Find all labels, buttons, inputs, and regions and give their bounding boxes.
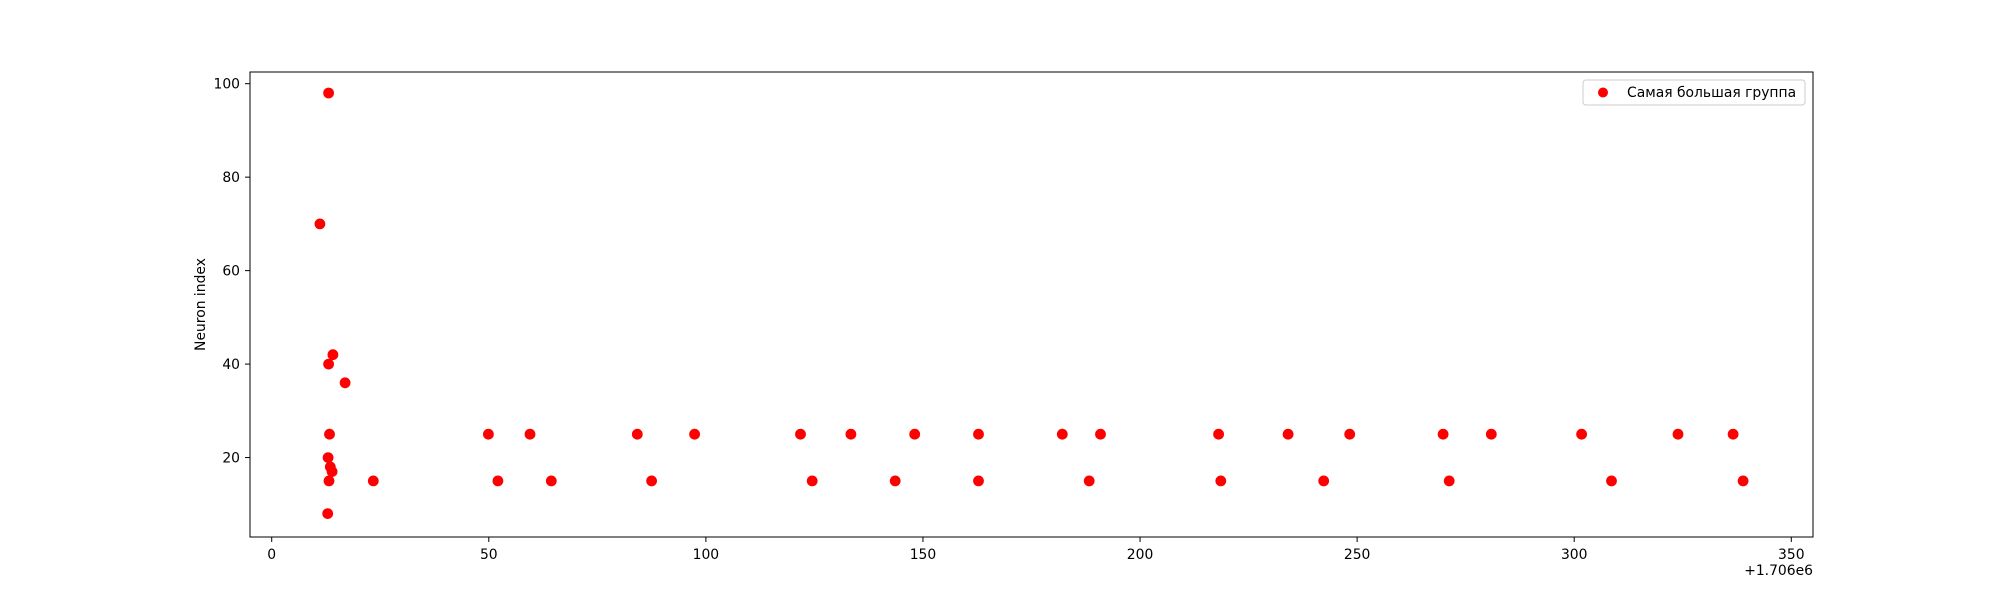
data-point — [1737, 475, 1749, 487]
data-point — [545, 475, 557, 487]
data-point — [1443, 475, 1455, 487]
x-axis-offset-label: +1.706e6 — [1744, 563, 1813, 579]
x-tick-label: 250 — [1344, 547, 1371, 563]
axes-frame — [249, 71, 1814, 538]
legend-box — [1582, 79, 1806, 106]
data-point — [689, 428, 700, 440]
plot-area: 0 50 100 150 200 250 300 350 20 40 60 80 100 +1.706… — [193, 71, 1814, 579]
data-point — [492, 475, 504, 487]
data-point — [339, 377, 351, 389]
data-point — [1576, 428, 1587, 440]
data-point — [1095, 428, 1106, 440]
data-point — [973, 475, 984, 487]
x-tick-label: 200 — [1127, 547, 1154, 563]
legend-entry-label: Самая большая группа — [1627, 85, 1796, 101]
data-point — [1056, 428, 1068, 440]
x-tick-label: 350 — [1778, 547, 1805, 563]
data-point — [1215, 475, 1227, 487]
data-points — [314, 87, 1749, 519]
data-point — [1606, 475, 1617, 487]
data-point — [1083, 475, 1095, 487]
data-point — [324, 428, 335, 440]
data-point — [646, 475, 657, 487]
data-point — [889, 475, 901, 487]
y-axis-label: Neuron index — [193, 258, 209, 351]
y-tick-label: 40 — [222, 357, 240, 373]
data-point — [845, 428, 857, 440]
data-point — [483, 428, 494, 440]
data-point — [806, 475, 818, 487]
data-point — [323, 358, 334, 370]
data-point — [909, 428, 921, 440]
y-tick-label: 100 — [213, 77, 240, 93]
legend: Самая большая группа — [1582, 79, 1806, 106]
x-tick-label: 50 — [480, 547, 498, 563]
data-point — [1727, 428, 1739, 440]
x-tick-label: 0 — [267, 547, 276, 563]
y-tick-label: 60 — [222, 264, 240, 280]
y-tick-label: 20 — [222, 451, 240, 467]
data-point — [1282, 428, 1294, 440]
x-tick-label: 150 — [910, 547, 937, 563]
data-point — [1344, 428, 1356, 440]
y-tick-label: 80 — [222, 170, 240, 186]
data-point — [524, 428, 536, 440]
x-axis: 0 50 100 150 200 250 300 350 — [267, 537, 1805, 563]
data-point — [323, 87, 334, 99]
data-point — [1318, 475, 1330, 487]
legend-marker — [1598, 87, 1608, 98]
y-axis: 20 40 60 80 100 — [213, 77, 250, 467]
data-point — [631, 428, 643, 440]
data-point — [323, 475, 335, 487]
data-point — [1437, 428, 1449, 440]
data-point — [367, 475, 379, 487]
data-point — [973, 428, 984, 440]
data-point — [327, 349, 339, 361]
data-point — [795, 428, 806, 440]
data-point — [1485, 428, 1497, 440]
x-tick-label: 100 — [693, 547, 720, 563]
data-point — [322, 452, 334, 463]
data-point — [326, 466, 338, 477]
data-point — [314, 218, 326, 230]
data-point — [322, 508, 334, 519]
data-point — [1672, 428, 1684, 440]
x-tick-label: 300 — [1561, 547, 1588, 563]
data-point — [1213, 428, 1224, 440]
